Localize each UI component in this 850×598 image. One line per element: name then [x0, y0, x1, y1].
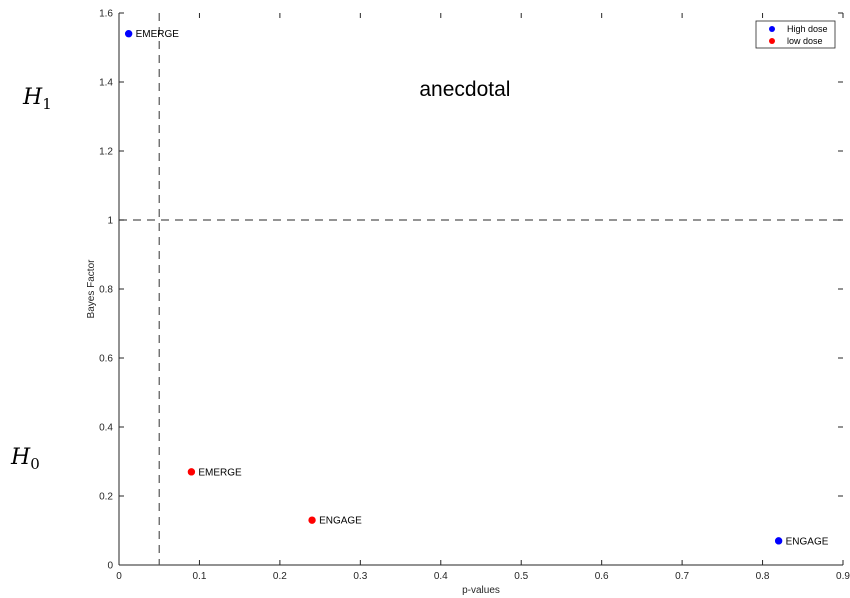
legend-marker-high-dose	[769, 26, 775, 32]
data-points: EMERGE ENGAGE EMERGE ENGAGE	[124, 29, 829, 547]
h1-label-base: H	[22, 85, 43, 110]
y-tick-label: 0	[107, 561, 113, 572]
legend-label-high-dose: High dose	[787, 24, 828, 34]
x-tick-label: 0.8	[756, 571, 770, 582]
x-tick-label: 0.6	[595, 571, 609, 582]
data-point	[308, 516, 316, 524]
x-axis-title: p-values	[462, 585, 500, 596]
h1-label-sub: 1	[42, 95, 52, 113]
y-tick-label: 1.2	[99, 147, 113, 158]
data-point	[124, 30, 133, 38]
h0-label-sub: 0	[30, 455, 40, 473]
reference-lines	[119, 13, 843, 565]
y-axis-title: Bayes Factor	[86, 259, 97, 319]
plot-area	[119, 13, 843, 565]
x-tick-label: 0.7	[675, 571, 689, 582]
x-tick-label: 0.9	[836, 571, 850, 582]
data-point-label: EMERGE	[136, 29, 180, 40]
x-tick-label: 0.5	[514, 571, 528, 582]
y-axis-ticks: 0 0.2 0.4 0.6 0.8 1 1.2 1.4 1.6	[99, 9, 843, 572]
h0-label: H0	[10, 445, 40, 473]
x-axis-ticks: 0 0.1 0.2 0.3 0.4 0.5 0.6 0.7 0.8 0.9	[116, 13, 850, 582]
legend-label-low-dose: low dose	[787, 36, 823, 46]
legend-box	[755, 20, 836, 49]
anecdotal-annotation: anecdotal	[419, 78, 510, 101]
y-tick-label: 0.8	[99, 285, 113, 296]
x-tick-label: 0.4	[434, 571, 448, 582]
y-tick-label: 1.4	[99, 78, 113, 89]
x-tick-label: 0.3	[353, 571, 367, 582]
y-tick-label: 0.4	[99, 423, 113, 434]
y-tick-label: 0.2	[99, 492, 113, 503]
legend: High dose low dose	[755, 20, 836, 49]
y-tick-label: 1.6	[99, 9, 113, 20]
x-tick-label: 0.1	[192, 571, 206, 582]
y-tick-label: 1	[107, 216, 113, 227]
data-point	[774, 537, 783, 545]
x-tick-label: 0	[116, 571, 122, 582]
legend-marker-low-dose	[769, 38, 775, 44]
h1-label: H1	[22, 85, 52, 113]
data-point-label: EMERGE	[198, 467, 242, 478]
data-point-label: ENGAGE	[319, 516, 362, 527]
h0-label-base: H	[10, 445, 31, 470]
data-point-label: ENGAGE	[786, 536, 829, 547]
data-point	[187, 468, 196, 476]
x-tick-label: 0.2	[273, 571, 287, 582]
y-tick-label: 0.6	[99, 354, 113, 365]
